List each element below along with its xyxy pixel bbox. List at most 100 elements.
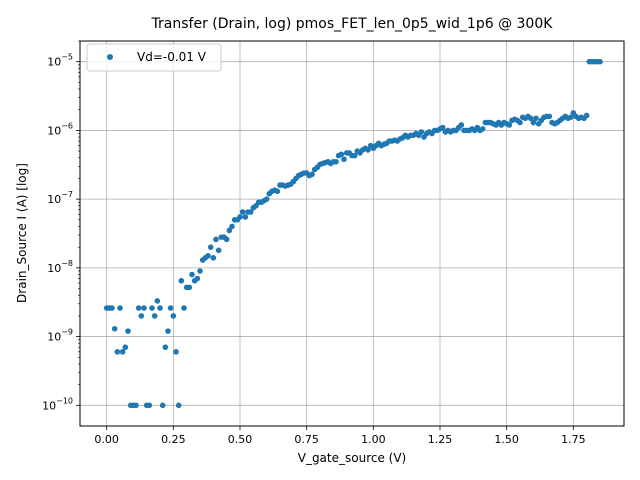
grid-lines	[80, 41, 624, 426]
data-point	[186, 284, 193, 291]
data-point	[530, 119, 537, 126]
data-point	[338, 151, 345, 158]
y-tick-exponent: −8	[61, 259, 73, 268]
data-point	[263, 196, 270, 202]
data-point	[122, 344, 129, 351]
legend-box	[86, 43, 222, 72]
y-tick-label: 10−5	[47, 53, 73, 69]
data-point	[237, 214, 243, 220]
data-point	[151, 313, 158, 319]
y-tick-base: 10	[47, 331, 61, 344]
x-axis-ticks: 0.00 0.25 0.50 0.75 1.00 1.25 1.50 1.75	[94, 426, 586, 446]
data-point	[597, 58, 603, 65]
y-tick-label: 10−9	[47, 328, 73, 344]
data-point	[205, 252, 211, 259]
data-point	[170, 313, 177, 319]
data-point	[146, 402, 153, 409]
y-tick-label: 10−6	[47, 121, 73, 137]
y-tick-label: 10−10	[42, 396, 73, 412]
chart-title: Transfer (Drain, log) pmos_FET_len_0p5_w…	[151, 16, 554, 32]
data-point	[210, 255, 217, 261]
data-points	[103, 58, 603, 409]
data-point	[226, 227, 233, 234]
data-point	[309, 171, 315, 178]
data-point	[197, 268, 203, 274]
data-point	[229, 223, 235, 230]
data-point	[517, 119, 523, 126]
x-tick-label: 1.25	[428, 433, 453, 446]
data-point	[149, 305, 155, 311]
data-point	[333, 158, 339, 165]
data-point	[506, 122, 513, 128]
data-point	[165, 328, 171, 334]
data-point	[351, 152, 358, 159]
y-tick-exponent: −7	[61, 190, 73, 199]
data-point	[157, 305, 163, 311]
y-tick-base: 10	[47, 56, 61, 69]
y-tick-base: 10	[47, 193, 61, 206]
data-point	[109, 305, 115, 311]
plot-frame	[79, 40, 625, 427]
x-tick-label: 1.50	[494, 433, 519, 446]
legend-marker	[107, 54, 113, 60]
data-point	[341, 156, 347, 163]
data-point	[567, 114, 574, 121]
data-point	[365, 147, 371, 153]
data-point	[223, 236, 230, 243]
data-point	[546, 113, 553, 120]
x-tick-label: 0.00	[94, 433, 119, 446]
data-point	[239, 209, 246, 215]
data-point	[117, 305, 123, 311]
data-point	[138, 313, 145, 319]
x-tick-label: 0.75	[294, 433, 319, 446]
data-point	[194, 275, 201, 282]
data-point	[181, 305, 187, 311]
data-point	[215, 247, 222, 254]
x-axis-label: V_gate_source (V)	[298, 451, 407, 465]
data-point	[533, 115, 539, 122]
y-tick-label: 10−8	[47, 259, 73, 275]
data-point	[527, 115, 534, 122]
data-point	[125, 328, 131, 334]
data-point	[583, 112, 590, 119]
legend-label: Vd=-0.01 V	[137, 50, 207, 64]
legend: Vd=-0.01 V	[86, 43, 222, 72]
data-point	[111, 325, 118, 332]
x-tick-label: 0.25	[161, 433, 186, 446]
y-tick-exponent: −6	[61, 121, 73, 130]
data-point	[159, 402, 166, 409]
y-tick-base: 10	[47, 262, 61, 275]
data-point	[178, 277, 185, 284]
data-point	[167, 305, 174, 311]
y-tick-exponent: −9	[61, 328, 73, 337]
data-point	[135, 305, 142, 311]
data-point	[154, 298, 161, 304]
y-tick-base: 10	[47, 124, 61, 137]
data-point	[439, 124, 446, 131]
data-point	[175, 402, 182, 409]
data-point	[141, 305, 147, 311]
data-point	[213, 236, 219, 243]
y-tick-label: 10−7	[47, 190, 73, 206]
data-point	[162, 344, 169, 351]
y-tick-base: 10	[42, 399, 56, 412]
data-point	[114, 349, 121, 355]
data-point	[189, 271, 195, 278]
x-tick-label: 1.00	[361, 433, 386, 446]
data-point	[242, 214, 249, 220]
y-tick-exponent: −10	[56, 396, 73, 405]
data-point	[274, 188, 281, 195]
data-point	[479, 126, 486, 132]
x-tick-label: 1.75	[561, 433, 586, 446]
x-tick-label: 0.50	[228, 433, 253, 446]
data-point	[173, 349, 179, 355]
data-point	[207, 244, 214, 250]
data-point	[119, 349, 126, 355]
y-axis-label: Drain_Source I (A) [log]	[15, 163, 29, 303]
y-tick-exponent: −5	[61, 53, 73, 62]
data-point	[458, 122, 465, 128]
data-point	[133, 402, 139, 409]
